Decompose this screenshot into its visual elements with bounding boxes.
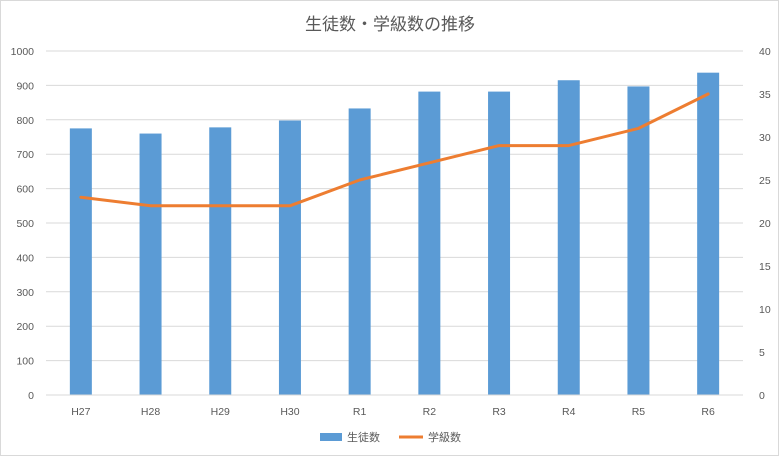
bar — [557, 80, 580, 396]
bar — [627, 86, 650, 395]
left-tick-label: 500 — [16, 218, 34, 230]
left-tick-label: 100 — [16, 356, 34, 368]
x-tick-label: H28 — [141, 406, 160, 418]
legend-label: 学級数 — [428, 430, 461, 444]
gridlines — [46, 50, 743, 396]
left-tick-label: 200 — [16, 321, 34, 333]
bar — [488, 91, 511, 395]
bar — [418, 91, 441, 395]
x-tick-label: H27 — [71, 406, 90, 418]
right-tick-label: 35 — [759, 89, 771, 101]
legend: 生徒数 学級数 — [320, 430, 461, 444]
x-tick-label: H29 — [211, 406, 230, 418]
right-tick-label: 20 — [759, 218, 771, 230]
x-tick-label: R3 — [492, 406, 506, 418]
left-tick-label: 900 — [16, 80, 34, 92]
right-tick-label: 25 — [759, 175, 771, 187]
left-tick-label: 700 — [16, 149, 34, 161]
bar — [69, 128, 92, 395]
right-tick-label: 10 — [759, 304, 771, 316]
left-tick-label: 300 — [16, 287, 34, 299]
x-tick-label: H30 — [280, 406, 299, 418]
right-tick-label: 0 — [759, 390, 765, 402]
bar — [139, 133, 162, 395]
series-line — [79, 92, 710, 208]
legend-label: 生徒数 — [347, 430, 380, 444]
bar — [348, 108, 371, 395]
line-series — [79, 92, 710, 208]
right-tick-label: 15 — [759, 261, 771, 273]
left-tick-label: 800 — [16, 115, 34, 127]
x-tick-label: R2 — [423, 406, 437, 418]
right-tick-label: 5 — [759, 347, 765, 359]
left-tick-label: 600 — [16, 184, 34, 196]
x-tick-label: R5 — [632, 406, 646, 418]
bar — [697, 72, 720, 395]
legend-swatch-bar — [320, 433, 342, 441]
bar — [278, 120, 301, 395]
left-tick-label: 0 — [28, 390, 34, 402]
x-tick-label: R4 — [562, 406, 576, 418]
left-tick-label: 1000 — [11, 46, 35, 58]
chart-title: 生徒数・学級数の推移 — [305, 15, 475, 35]
left-tick-label: 400 — [16, 252, 34, 264]
bar — [209, 127, 232, 396]
right-tick-label: 30 — [759, 132, 771, 144]
x-axis: H27 H28 H29 H30 R1 R2 R3 R4 R5 R6 — [46, 394, 743, 418]
bar-series — [69, 72, 720, 396]
left-axis: 0 100 200 300 400 500 600 700 800 900 1000 — [11, 46, 35, 402]
x-tick-label: R1 — [353, 406, 367, 418]
right-axis: 0 5 10 15 20 25 30 35 40 — [759, 46, 771, 402]
x-tick-label: R6 — [701, 406, 715, 418]
right-tick-label: 40 — [759, 46, 771, 58]
